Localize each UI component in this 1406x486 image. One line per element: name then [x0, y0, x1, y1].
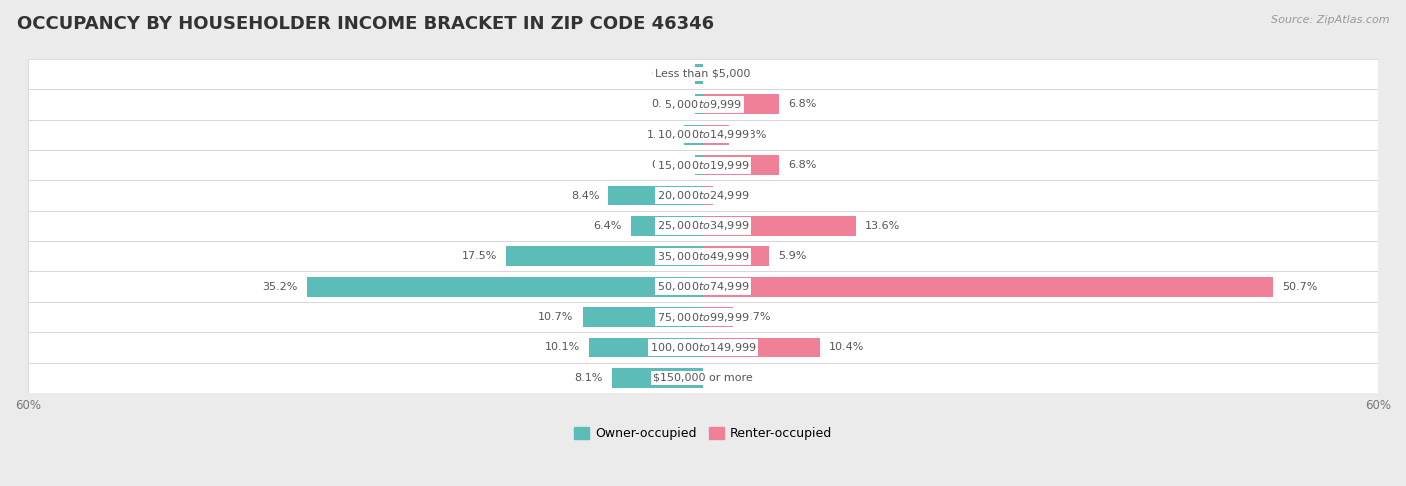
Bar [703, 155, 779, 175]
Bar [703, 94, 779, 114]
Bar [696, 64, 703, 84]
Bar [582, 307, 703, 327]
Text: 5.9%: 5.9% [779, 251, 807, 261]
FancyBboxPatch shape [28, 120, 1378, 150]
FancyBboxPatch shape [28, 180, 1378, 211]
Text: 8.1%: 8.1% [575, 373, 603, 383]
Bar [696, 155, 703, 175]
Text: $75,000 to $99,999: $75,000 to $99,999 [657, 311, 749, 324]
Text: 0.67%: 0.67% [651, 69, 686, 79]
Bar [307, 277, 703, 296]
Text: 0.67%: 0.67% [651, 99, 686, 109]
FancyBboxPatch shape [28, 272, 1378, 302]
FancyBboxPatch shape [28, 59, 1378, 89]
FancyBboxPatch shape [28, 150, 1378, 180]
Text: 10.1%: 10.1% [546, 343, 581, 352]
Bar [506, 246, 703, 266]
Legend: Owner-occupied, Renter-occupied: Owner-occupied, Renter-occupied [574, 427, 832, 440]
Text: 6.8%: 6.8% [789, 160, 817, 170]
Bar [631, 216, 703, 236]
Bar [683, 125, 703, 145]
Text: 10.4%: 10.4% [830, 343, 865, 352]
Bar [609, 186, 703, 206]
FancyBboxPatch shape [28, 211, 1378, 241]
Text: 0.0%: 0.0% [711, 69, 740, 79]
Bar [589, 338, 703, 357]
Text: 10.7%: 10.7% [538, 312, 574, 322]
Bar [703, 307, 734, 327]
Text: 35.2%: 35.2% [263, 282, 298, 292]
Text: 1.7%: 1.7% [647, 130, 675, 140]
FancyBboxPatch shape [28, 363, 1378, 393]
FancyBboxPatch shape [28, 241, 1378, 272]
Text: $35,000 to $49,999: $35,000 to $49,999 [657, 250, 749, 263]
Text: 0.67%: 0.67% [651, 160, 686, 170]
Text: 17.5%: 17.5% [461, 251, 498, 261]
Text: 8.4%: 8.4% [571, 191, 599, 201]
Text: $20,000 to $24,999: $20,000 to $24,999 [657, 189, 749, 202]
FancyBboxPatch shape [28, 89, 1378, 120]
Text: Less than $5,000: Less than $5,000 [655, 69, 751, 79]
Bar [703, 338, 820, 357]
Text: $5,000 to $9,999: $5,000 to $9,999 [664, 98, 742, 111]
FancyBboxPatch shape [28, 302, 1378, 332]
Text: 50.7%: 50.7% [1282, 282, 1317, 292]
Text: 13.6%: 13.6% [865, 221, 900, 231]
Bar [612, 368, 703, 388]
Bar [703, 246, 769, 266]
Text: 0.9%: 0.9% [723, 191, 751, 201]
Text: OCCUPANCY BY HOUSEHOLDER INCOME BRACKET IN ZIP CODE 46346: OCCUPANCY BY HOUSEHOLDER INCOME BRACKET … [17, 15, 714, 33]
Text: $25,000 to $34,999: $25,000 to $34,999 [657, 219, 749, 232]
Text: 0.0%: 0.0% [711, 373, 740, 383]
Text: 2.3%: 2.3% [738, 130, 766, 140]
Bar [696, 94, 703, 114]
Bar [703, 277, 1274, 296]
Text: $10,000 to $14,999: $10,000 to $14,999 [657, 128, 749, 141]
Bar [703, 216, 856, 236]
Bar [703, 186, 713, 206]
Text: Source: ZipAtlas.com: Source: ZipAtlas.com [1271, 15, 1389, 25]
Text: $50,000 to $74,999: $50,000 to $74,999 [657, 280, 749, 293]
Text: $150,000 or more: $150,000 or more [654, 373, 752, 383]
Text: $100,000 to $149,999: $100,000 to $149,999 [650, 341, 756, 354]
FancyBboxPatch shape [28, 332, 1378, 363]
Text: 2.7%: 2.7% [742, 312, 770, 322]
Text: 6.8%: 6.8% [789, 99, 817, 109]
Text: $15,000 to $19,999: $15,000 to $19,999 [657, 158, 749, 172]
Text: 6.4%: 6.4% [593, 221, 621, 231]
Bar [703, 125, 728, 145]
